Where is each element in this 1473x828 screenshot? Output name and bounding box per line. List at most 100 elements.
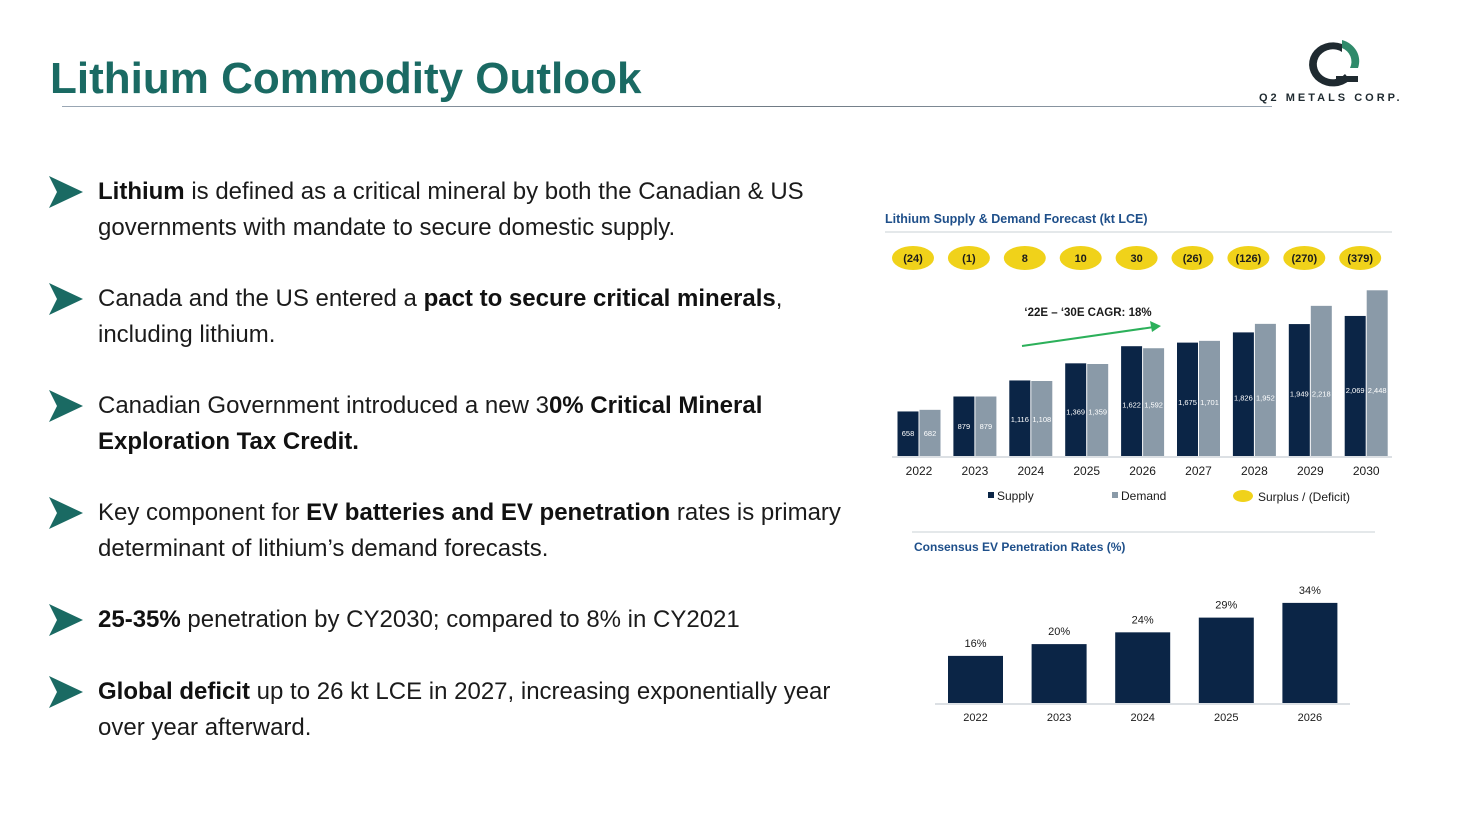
- bullet-arrow-icon: [49, 283, 83, 315]
- bullet-segment: , including lithium.: [98, 285, 783, 348]
- ev-value-label: 20%: [1048, 626, 1070, 638]
- legend-surplus-label: Surplus / (Deficit): [1258, 490, 1350, 504]
- supply-value-label: 1,116: [1011, 415, 1029, 424]
- surplus-deficit-label: (26): [1183, 253, 1203, 265]
- cagr-arrow-line: [1021, 326, 1155, 347]
- cagr-annotation: ‘22E – ‘30E CAGR: 18%: [1024, 307, 1151, 319]
- surplus-deficit-label: (126): [1236, 253, 1262, 265]
- ev-value-label: 24%: [1132, 614, 1154, 626]
- supply-value-label: 2,069: [1346, 386, 1365, 395]
- legend-supply-swatch: [988, 492, 994, 498]
- ev-bar: [1198, 617, 1254, 703]
- legend-surplus-swatch: [1233, 490, 1253, 502]
- bullet-text: Canada and the US entered a pact to secu…: [98, 281, 858, 353]
- bullet-text: Lithium is defined as a critical mineral…: [98, 174, 858, 246]
- surplus-deficit-pill: [1283, 246, 1326, 270]
- demand-value-label: 1,108: [1032, 415, 1051, 424]
- bullet-arrow-icon: [49, 676, 83, 708]
- bullet-segment: up to 26 kt LCE in 2027, increasing expo…: [98, 678, 831, 741]
- supply-x-tick-label: 2024: [1017, 464, 1044, 478]
- supply-x-tick-label: 2026: [1129, 464, 1156, 478]
- surplus-deficit-label: 10: [1075, 253, 1087, 265]
- supply-value-label: 1,675: [1178, 398, 1197, 407]
- bullet-segment: 25-35%: [98, 606, 181, 633]
- bullet-arrow-icon: [49, 390, 83, 422]
- surplus-deficit-pill: [1227, 246, 1270, 270]
- surplus-deficit-label: (24): [903, 253, 923, 265]
- supply-x-tick-label: 2027: [1185, 464, 1212, 478]
- ev-bar: [1282, 602, 1338, 703]
- supply-bar: [1177, 342, 1198, 456]
- surplus-deficit-pill: [1059, 246, 1102, 270]
- bullet-segment: Lithium: [98, 178, 185, 205]
- surplus-deficit-pill: [1115, 246, 1158, 270]
- bullet-text: 25-35% penetration by CY2030; compared t…: [98, 602, 858, 638]
- surplus-deficit-label: (270): [1291, 253, 1317, 265]
- demand-value-label: 2,218: [1312, 390, 1331, 399]
- ev-x-tick-label: 2026: [1298, 712, 1322, 724]
- logo-ring-icon: [1309, 42, 1350, 87]
- logo-tail-icon: [1336, 76, 1358, 82]
- demand-value-label: 1,952: [1256, 393, 1275, 402]
- bullet-arrow-icon: [49, 604, 83, 636]
- bullet-segment: penetration by CY2030; compared to 8% in…: [180, 606, 740, 633]
- demand-value-label: 1,359: [1088, 408, 1107, 417]
- demand-value-label: 879: [980, 422, 993, 431]
- supply-x-tick-label: 2030: [1353, 464, 1380, 478]
- demand-value-label: 1,592: [1144, 401, 1163, 410]
- bullet-segment: rates is primary determinant of lithium’…: [98, 499, 841, 562]
- bullet-text: Key component for EV batteries and EV pe…: [98, 495, 858, 567]
- legend-demand-swatch: [1112, 492, 1118, 498]
- bullet-segment: is defined as a critical mineral by both…: [98, 178, 804, 241]
- surplus-deficit-label: 30: [1130, 253, 1142, 265]
- bullet-list: Lithium is defined as a critical mineral…: [49, 174, 858, 741]
- demand-bar: [1199, 340, 1220, 456]
- ev-value-label: 16%: [964, 638, 986, 650]
- bullet-segment: Key component for: [98, 499, 307, 526]
- supply-x-tick-label: 2022: [906, 464, 933, 478]
- surplus-deficit-pill: [947, 246, 990, 270]
- bullet-segment: EV batteries and EV penetration: [306, 499, 671, 526]
- supply-bar: [1009, 380, 1031, 456]
- page-title: Lithium Commodity Outlook: [50, 54, 642, 103]
- supply-value-label: 658: [902, 429, 915, 438]
- ev-value-label: 29%: [1215, 600, 1237, 612]
- surplus-deficit-label: (379): [1347, 253, 1373, 265]
- legend-demand-label: Demand: [1121, 489, 1166, 503]
- supply-bar: [897, 411, 919, 456]
- ev-x-tick-label: 2022: [963, 712, 987, 724]
- supply-legend: Supply Demand Surplus / (Deficit): [988, 489, 1350, 504]
- ev-bar: [948, 655, 1003, 703]
- cagr-arrowhead-icon: [1150, 321, 1161, 332]
- logo-leaf-icon: [1342, 40, 1360, 68]
- supply-bar: [1065, 363, 1087, 456]
- surplus-deficit-pill: [1171, 246, 1214, 270]
- supply-x-tick-label: 2029: [1297, 464, 1324, 478]
- supply-value-label: 1,622: [1122, 401, 1141, 410]
- demand-value-label: 682: [924, 429, 937, 438]
- demand-value-label: 2,448: [1368, 386, 1387, 395]
- demand-bar: [1254, 323, 1276, 456]
- surplus-deficit-pill: [1003, 246, 1046, 270]
- ev-x-tick-label: 2024: [1130, 712, 1154, 724]
- company-logo: [1309, 40, 1360, 87]
- ev-chart-title: Consensus EV Penetration Rates (%): [914, 540, 1125, 554]
- supply-bar: [1232, 332, 1254, 456]
- surplus-deficit-pill: [1339, 246, 1382, 270]
- ev-bar: [1115, 632, 1171, 703]
- demand-value-label: 1,701: [1200, 398, 1219, 407]
- demand-bar: [975, 396, 997, 456]
- demand-bar: [919, 409, 941, 456]
- supply-value-label: 1,949: [1290, 390, 1309, 399]
- supply-x-tick-label: 2023: [962, 464, 989, 478]
- demand-bar: [1366, 290, 1388, 456]
- demand-bar: [1310, 305, 1332, 456]
- company-name: Q2 METALS CORP.: [1259, 92, 1403, 104]
- supply-x-tick-label: 2028: [1241, 464, 1268, 478]
- surplus-deficit-label: (1): [962, 253, 976, 265]
- bullet-segment: Canadian Government introduced a new 3: [98, 392, 549, 419]
- ev-x-tick-label: 2023: [1047, 712, 1071, 724]
- demand-bar: [1087, 364, 1109, 456]
- demand-bar: [1143, 348, 1165, 456]
- supply-x-tick-label: 2025: [1073, 464, 1100, 478]
